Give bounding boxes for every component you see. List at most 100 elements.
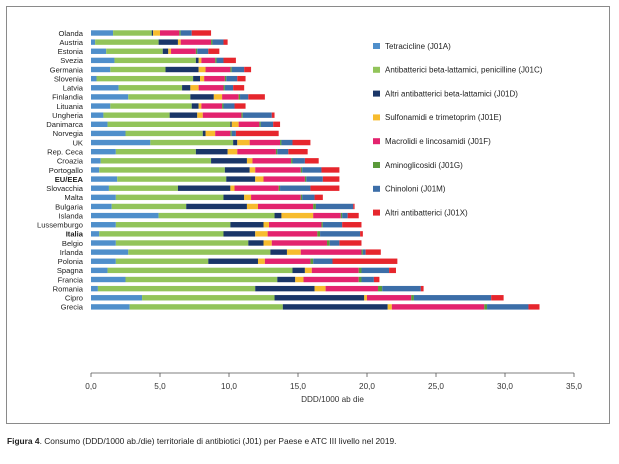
caption-text: . Consumo (DDD/1000 ab./die) territorial… xyxy=(39,436,397,446)
bar-segment-ungheria-sulfonamidi-e-trimetoprim-j01e xyxy=(197,112,203,118)
bar-segment-grecia-antibatterici-beta-lattamici-penicilline-j01c xyxy=(129,304,283,310)
bar-segment-finlandia-aminoglicosidi-j01g xyxy=(238,94,241,100)
bar-segment-norvegia-sulfonamidi-e-trimetoprim-j01e xyxy=(205,130,216,137)
bar-segment-rep-ceca-macrolidi-e-lincosamidi-j01f xyxy=(237,148,276,155)
bar-segment-uk-altri-antibatterici-beta-lattamici-j01d xyxy=(233,139,238,146)
x-axis-ticks: 0,0 5,0 10,0 15,0 20,0 25,0 30,0 35,0 xyxy=(85,373,582,391)
bar-segment-slovenia-antibatterici-beta-lattamici-penicilline-j01c xyxy=(96,75,194,82)
bar-segment-malta-sulfonamidi-e-trimetoprim-j01e xyxy=(244,194,252,201)
bar-segment-norvegia-aminoglicosidi-j01g xyxy=(230,130,232,137)
legend-label-altri-antibatterici-j01x: Altri antibatterici (J01X) xyxy=(385,208,468,217)
bar-segment-austria-chinoloni-j01m xyxy=(212,39,224,45)
x-tick-label: 35,0 xyxy=(566,382,582,391)
category-label-estonia: Estonia xyxy=(58,47,84,56)
bar-segment-latvia-tetracicline-j01a xyxy=(91,85,119,91)
bar-segment-germania-tetracicline-j01a xyxy=(91,66,111,73)
bar-segment-norvegia-macrolidi-e-lincosamidi-j01f xyxy=(215,130,231,137)
category-label-danimarca: Danimarca xyxy=(46,120,83,129)
bar-segment-bulgaria-aminoglicosidi-j01g xyxy=(313,203,316,210)
bar-segment-cipro-aminoglicosidi-j01g xyxy=(411,295,414,301)
category-label-svezia: Svezia xyxy=(60,56,84,65)
bar-segment-uk-sulfonamidi-e-trimetoprim-j01e xyxy=(237,139,250,146)
category-label-polonia: Polonia xyxy=(58,257,84,266)
bar-segment-malta-altri-antibatterici-beta-lattamici-j01d xyxy=(223,194,245,201)
category-label-slovacchia: Slovacchia xyxy=(46,184,83,193)
bar-segment-croazia-altri-antibatterici-beta-lattamici-j01d xyxy=(211,158,247,164)
x-axis-label: DDD/1000 ab die xyxy=(301,395,364,404)
category-label-belgio: Belgio xyxy=(62,239,83,248)
legend-swatch-macrolidi-e-lincosamidi-j01f xyxy=(373,138,380,145)
bar-segment-belgio-altri-antibatterici-beta-lattamici-j01d xyxy=(248,240,264,246)
bar-segment-romania-tetracicline-j01a xyxy=(91,285,98,292)
bar-segment-francia-altri-antibatterici-beta-lattamici-j01d xyxy=(277,276,296,283)
bar-segment-eu-eea-antibatterici-beta-lattamici-penicilline-j01c xyxy=(117,176,227,182)
bars-group xyxy=(91,30,540,310)
bar-segment-uk-antibatterici-beta-lattamici-penicilline-j01c xyxy=(150,139,234,146)
bar-segment-austria-altri-antibatterici-j01x xyxy=(223,39,228,45)
bar-segment-latvia-antibatterici-beta-lattamici-penicilline-j01c xyxy=(118,85,183,91)
bar-segment-belgio-macrolidi-e-lincosamidi-j01f xyxy=(271,240,327,246)
bar-segment-lussemburgo-macrolidi-e-lincosamidi-j01f xyxy=(269,222,322,228)
bar-segment-slovacchia-altri-antibatterici-j01x xyxy=(310,185,340,191)
bar-segment-olanda-altri-antibatterici-beta-lattamici-j01d xyxy=(151,30,154,36)
bar-segment-germania-sulfonamidi-e-trimetoprim-j01e xyxy=(198,66,206,73)
bar-segment-irlanda-antibatterici-beta-lattamici-penicilline-j01c xyxy=(128,249,271,255)
bar-segment-estonia-altri-antibatterici-beta-lattamici-j01d xyxy=(162,48,169,54)
category-label-germania: Germania xyxy=(50,65,84,74)
legend-swatch-tetracicline-j01a xyxy=(373,43,380,49)
bar-segment-slovacchia-altri-antibatterici-beta-lattamici-j01d xyxy=(177,185,231,191)
bar-segment-polonia-altri-antibatterici-j01x xyxy=(332,258,398,264)
bar-segment-germania-antibatterici-beta-lattamici-penicilline-j01c xyxy=(110,66,166,73)
bar-segment-danimarca-altri-antibatterici-j01x xyxy=(273,121,281,127)
category-label-islanda: Islanda xyxy=(59,211,84,220)
x-tick-label: 0,0 xyxy=(85,382,97,391)
bar-segment-spagna-sulfonamidi-e-trimetoprim-j01e xyxy=(304,267,312,274)
bar-segment-cipro-sulfonamidi-e-trimetoprim-j01e xyxy=(364,295,367,301)
bar-segment-islanda-chinoloni-j01m xyxy=(342,212,348,219)
bar-segment-polonia-aminoglicosidi-j01g xyxy=(310,258,314,264)
bar-segment-germania-altri-antibatterici-beta-lattamici-j01d xyxy=(165,66,199,73)
bar-segment-danimarca-altri-antibatterici-beta-lattamici-j01d xyxy=(230,121,232,127)
bar-segment-francia-macrolidi-e-lincosamidi-j01f xyxy=(303,276,359,283)
bar-segment-austria-sulfonamidi-e-trimetoprim-j01e xyxy=(177,39,181,45)
bar-segment-malta-chinoloni-j01m xyxy=(302,194,315,201)
bar-segment-malta-macrolidi-e-lincosamidi-j01f xyxy=(251,194,301,201)
bar-segment-romania-sulfonamidi-e-trimetoprim-j01e xyxy=(314,285,326,292)
bar-segment-italia-sulfonamidi-e-trimetoprim-j01e xyxy=(255,231,268,237)
bar-segment-austria-macrolidi-e-lincosamidi-j01f xyxy=(180,39,212,45)
bar-segment-slovacchia-sulfonamidi-e-trimetoprim-j01e xyxy=(230,185,235,191)
bar-segment-polonia-chinoloni-j01m xyxy=(313,258,333,264)
bar-segment-latvia-chinoloni-j01m xyxy=(224,85,234,91)
legend-label-tetracicline-j01a: Tetracicline (J01A) xyxy=(385,42,451,51)
bar-segment-grecia-sulfonamidi-e-trimetoprim-j01e xyxy=(387,304,392,310)
bar-segment-olanda-sulfonamidi-e-trimetoprim-j01e xyxy=(153,30,160,36)
bar-segment-svezia-sulfonamidi-e-trimetoprim-j01e xyxy=(198,57,202,64)
bar-segment-slovenia-aminoglicosidi-j01g xyxy=(224,75,227,82)
category-label-francia: Francia xyxy=(58,275,84,284)
bar-segment-bulgaria-altri-antibatterici-beta-lattamici-j01d xyxy=(186,203,247,210)
category-label-grecia: Grecia xyxy=(61,303,84,312)
bar-segment-rep-ceca-altri-antibatterici-j01x xyxy=(288,148,308,155)
category-label-finlandia: Finlandia xyxy=(52,93,84,102)
category-label-lussemburgo: Lussemburgo xyxy=(37,221,83,230)
bar-segment-olanda-macrolidi-e-lincosamidi-j01f xyxy=(160,30,180,36)
caption-label: Figura 4 xyxy=(7,436,40,446)
bar-segment-latvia-aminoglicosidi-j01g xyxy=(223,85,225,91)
bar-segment-olanda-aminoglicosidi-j01g xyxy=(179,30,181,36)
bar-segment-croazia-aminoglicosidi-j01g xyxy=(291,158,293,164)
bar-segment-francia-altri-antibatterici-j01x xyxy=(373,276,380,283)
category-label-croazia: Croazia xyxy=(57,157,84,166)
bar-segment-lussemburgo-tetracicline-j01a xyxy=(91,222,116,228)
bar-segment-polonia-altri-antibatterici-beta-lattamici-j01d xyxy=(208,258,258,264)
bar-segment-bulgaria-tetracicline-j01a xyxy=(91,203,112,210)
bar-segment-croazia-chinoloni-j01m xyxy=(292,158,305,164)
bar-segment-cipro-macrolidi-e-lincosamidi-j01f xyxy=(367,295,412,301)
bar-segment-bulgaria-macrolidi-e-lincosamidi-j01f xyxy=(257,203,314,210)
bar-segment-lussemburgo-aminoglicosidi-j01g xyxy=(321,222,323,228)
bar-segment-latvia-macrolidi-e-lincosamidi-j01f xyxy=(198,85,224,91)
bar-segment-rep-ceca-aminoglicosidi-j01g xyxy=(275,148,278,155)
bar-segment-ungheria-altri-antibatterici-beta-lattamici-j01d xyxy=(169,112,198,118)
bar-segment-austria-tetracicline-j01a xyxy=(91,39,96,45)
bar-segment-eu-eea-tetracicline-j01a xyxy=(91,176,118,182)
bar-segment-danimarca-tetracicline-j01a xyxy=(91,121,108,127)
